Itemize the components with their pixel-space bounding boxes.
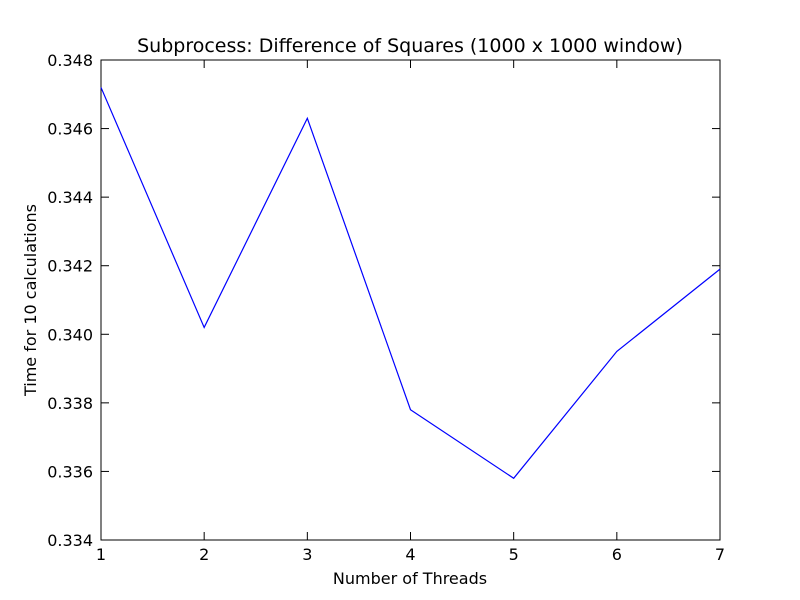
x-tick-label: 1: [96, 545, 106, 564]
y-tick-label: 0.348: [47, 51, 93, 70]
series-layer: [100, 87, 721, 480]
y-tick-label: 0.346: [47, 120, 93, 139]
y-axis: 0.334 0.336 0.338 0.340 0.342 0.344 0.346 0.348: [47, 51, 720, 550]
y-tick-label: 0.342: [47, 257, 93, 276]
chart-title: Subprocess: Difference of Squares (1000 …: [137, 35, 683, 57]
y-tick-label: 0.334: [47, 531, 93, 550]
x-tick-label: 4: [405, 545, 415, 564]
x-tick-label: 6: [612, 545, 622, 564]
x-tick-label: 7: [715, 545, 725, 564]
x-axis: 1 2 3 4 5 6 7: [96, 60, 725, 564]
y-tick-label: 0.340: [47, 325, 93, 344]
y-tick-label: 0.336: [47, 462, 93, 481]
y-tick-label: 0.338: [47, 394, 93, 413]
series-line: [100, 87, 721, 480]
plot-area: [100, 59, 721, 541]
y-tick-label: 0.344: [47, 188, 93, 207]
y-axis-title: Time for 10 calculations: [21, 204, 40, 397]
plot-frame: [100, 59, 721, 541]
x-tick-label: 2: [199, 545, 209, 564]
x-axis-title: Number of Threads: [333, 569, 487, 588]
x-tick-label: 3: [302, 545, 312, 564]
x-tick-label: 5: [509, 545, 519, 564]
